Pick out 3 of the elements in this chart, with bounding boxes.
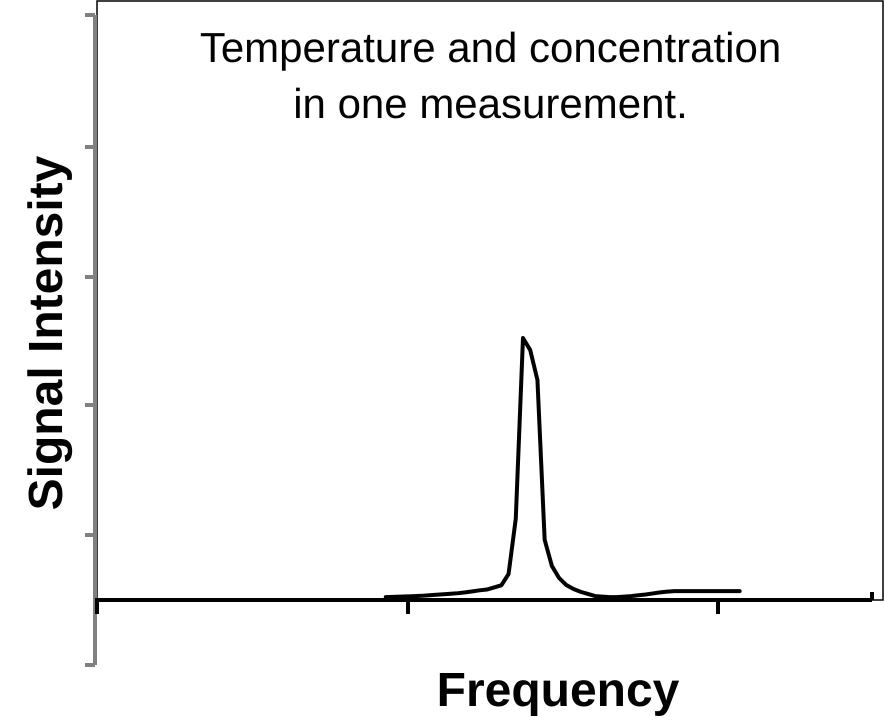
chart-title: Temperature and concentration in one measurement. bbox=[200, 24, 782, 127]
x-axis-title: Frequency bbox=[436, 664, 680, 717]
y-axis-title: Signal Intensity bbox=[20, 155, 73, 510]
